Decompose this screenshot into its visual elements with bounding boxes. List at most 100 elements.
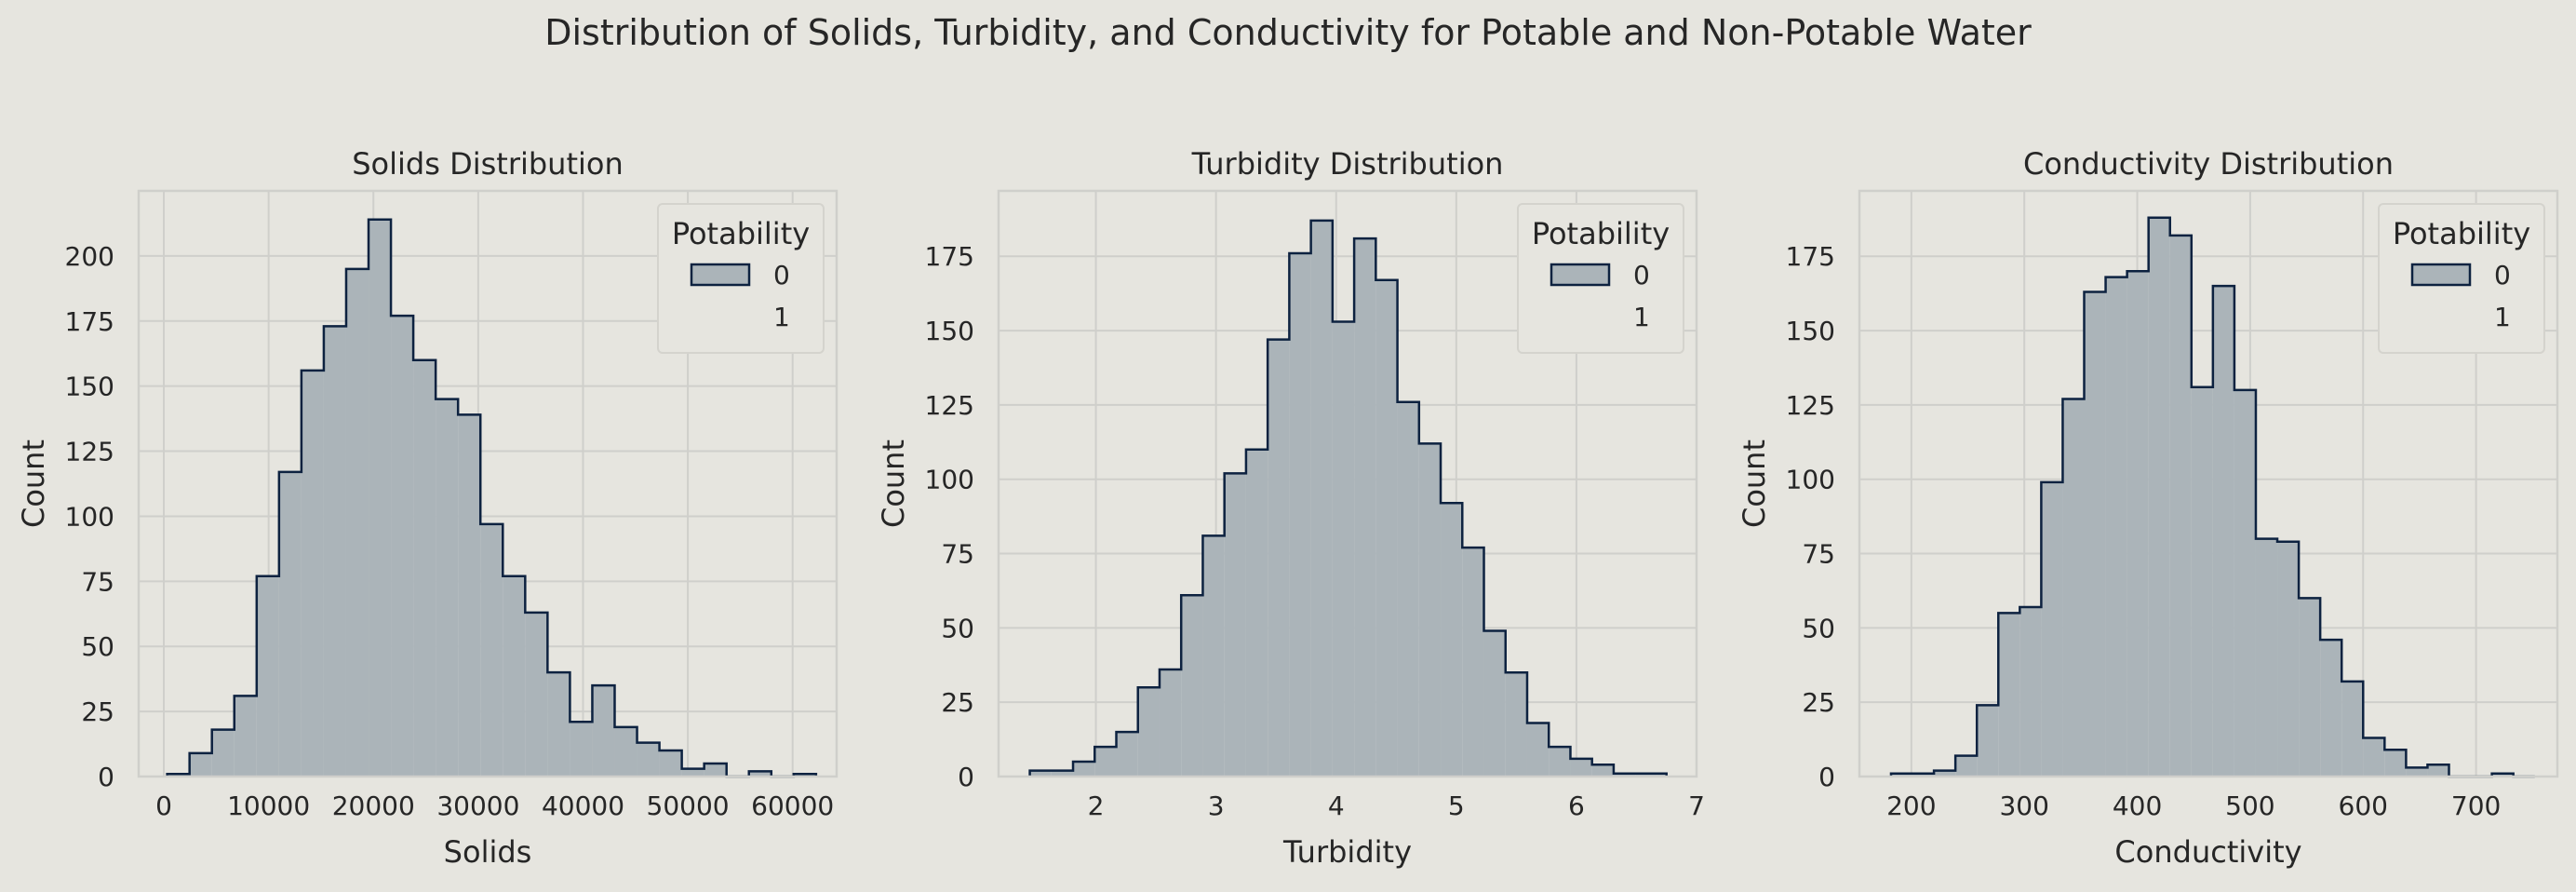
histogram-outline	[1028, 219, 1668, 777]
y-tick-label: 0	[1818, 762, 1835, 792]
x-axis-label: Solids	[444, 834, 532, 870]
histogram-bar	[614, 726, 637, 777]
histogram-bar	[2019, 607, 2042, 777]
histogram-outline	[166, 218, 818, 778]
histogram-bar	[2105, 277, 2127, 777]
histogram-bar	[345, 268, 369, 777]
histogram-bar	[2384, 750, 2407, 777]
y-tick-label: 25	[941, 687, 974, 718]
histogram-bar	[2341, 681, 2364, 777]
legend-swatch-0	[2410, 263, 2472, 287]
histogram-bar	[1418, 443, 1442, 777]
x-axis-label: Turbidity	[1282, 834, 1412, 870]
histogram-bar	[2084, 291, 2106, 777]
histogram-bar	[1245, 449, 1268, 777]
histogram-bar	[1181, 595, 1203, 777]
legend: Potability 0 1	[1517, 203, 1684, 354]
histogram-bar	[1159, 669, 1182, 777]
histogram-bar	[2212, 286, 2234, 777]
legend-title: Potability	[672, 216, 810, 251]
y-tick-label: 50	[1802, 613, 1835, 643]
histogram-bar	[1549, 747, 1571, 777]
histogram-bar	[704, 764, 727, 777]
histogram-bar	[369, 219, 392, 777]
histogram-bar	[323, 326, 346, 777]
histogram-bar	[1137, 687, 1160, 777]
plot-frame	[137, 189, 839, 778]
histogram-bar	[1202, 535, 1225, 777]
histogram-bar	[1977, 705, 1999, 777]
x-tick-label: 3	[1208, 791, 1225, 821]
x-tick-label: 500	[2225, 791, 2274, 821]
histogram-bar	[1955, 755, 1978, 777]
histogram-bar	[211, 729, 235, 777]
histogram-bar	[1268, 339, 1290, 777]
histogram-bar	[458, 414, 481, 777]
histogram-bar	[2299, 598, 2321, 777]
x-tick-label: 400	[2113, 791, 2162, 821]
subplot-title: Conductivity Distribution	[2023, 146, 2394, 182]
histogram-bar	[2406, 767, 2428, 777]
histogram-bar	[748, 771, 771, 777]
x-tick-label: 700	[2451, 791, 2501, 821]
x-tick-label: 7	[1688, 791, 1705, 821]
x-tick-label: 4	[1328, 791, 1345, 821]
x-tick-label: 600	[2339, 791, 2388, 821]
legend-label-1: 1	[773, 302, 790, 332]
histogram-bar	[2148, 217, 2170, 777]
histogram-bar	[1375, 279, 1398, 777]
histogram-bar	[1934, 770, 1956, 777]
histogram-bar	[592, 685, 615, 777]
x-tick-label: 30000	[436, 791, 519, 821]
histogram-bar	[2277, 541, 2300, 777]
y-tick-label: 200	[65, 241, 114, 272]
histogram-bar	[256, 575, 279, 777]
histogram-bar	[2320, 640, 2342, 777]
histogram-bar	[1998, 613, 2020, 777]
x-axis-label: Conductivity	[2114, 834, 2301, 870]
histogram-bar	[2169, 235, 2192, 777]
histogram-bar	[278, 471, 302, 777]
histogram-bar	[1073, 762, 1095, 777]
legend-swatch-0	[1550, 263, 1611, 287]
y-tick-label: 175	[1786, 241, 1835, 272]
y-tick-label: 100	[925, 465, 974, 495]
histogram-bar	[793, 774, 816, 777]
y-tick-label: 50	[81, 631, 114, 662]
histogram-bar	[1570, 758, 1592, 777]
histogram-bar	[413, 359, 436, 777]
y-tick-label: 50	[941, 613, 974, 643]
y-tick-label: 175	[925, 241, 974, 272]
histogram-bar	[1526, 723, 1550, 777]
histogram-bar	[2191, 386, 2213, 777]
histogram-bar	[1051, 770, 1074, 777]
histogram-bar	[2127, 271, 2149, 777]
histogram-bar	[547, 672, 570, 777]
legend-label-0: 0	[2494, 260, 2511, 291]
chart-panel-1: 0 10000 20000 30000 40000 50000 60000025507510…	[16, 146, 839, 870]
legend-swatch-0	[690, 263, 751, 287]
y-tick-label: 150	[925, 316, 974, 346]
histogram-bar	[234, 696, 257, 777]
histogram-bar	[1890, 773, 1913, 777]
histogram-bar	[1613, 773, 1636, 777]
y-tick-label: 25	[81, 696, 114, 727]
histogram-bar	[1310, 220, 1333, 777]
chart-panel-2: 2 3 4 5 6 7 0 25 50 75 100 125 150 175 Turbidity Distr…	[876, 146, 1705, 870]
y-tick-label: 100	[1786, 465, 1835, 495]
histogram-bar	[2234, 389, 2256, 777]
y-tick-label: 150	[65, 372, 114, 402]
histogram-outline	[1889, 216, 2535, 778]
histogram-bar	[1116, 732, 1138, 777]
histogram-bar	[1029, 770, 1052, 777]
histogram-bar	[1505, 672, 1527, 777]
y-tick-label: 75	[941, 539, 974, 570]
histogram-bar	[1289, 253, 1311, 777]
chart-panel-3: 200 300 400 500 600 700 0 25 50 75 100 125 150 175 Con…	[1737, 146, 2559, 870]
legend-label-0: 0	[1633, 260, 1650, 291]
histogram-bar	[301, 370, 324, 777]
histogram-bar	[2041, 481, 2063, 777]
histogram-bar	[681, 768, 704, 777]
y-tick-label: 25	[1802, 687, 1835, 718]
